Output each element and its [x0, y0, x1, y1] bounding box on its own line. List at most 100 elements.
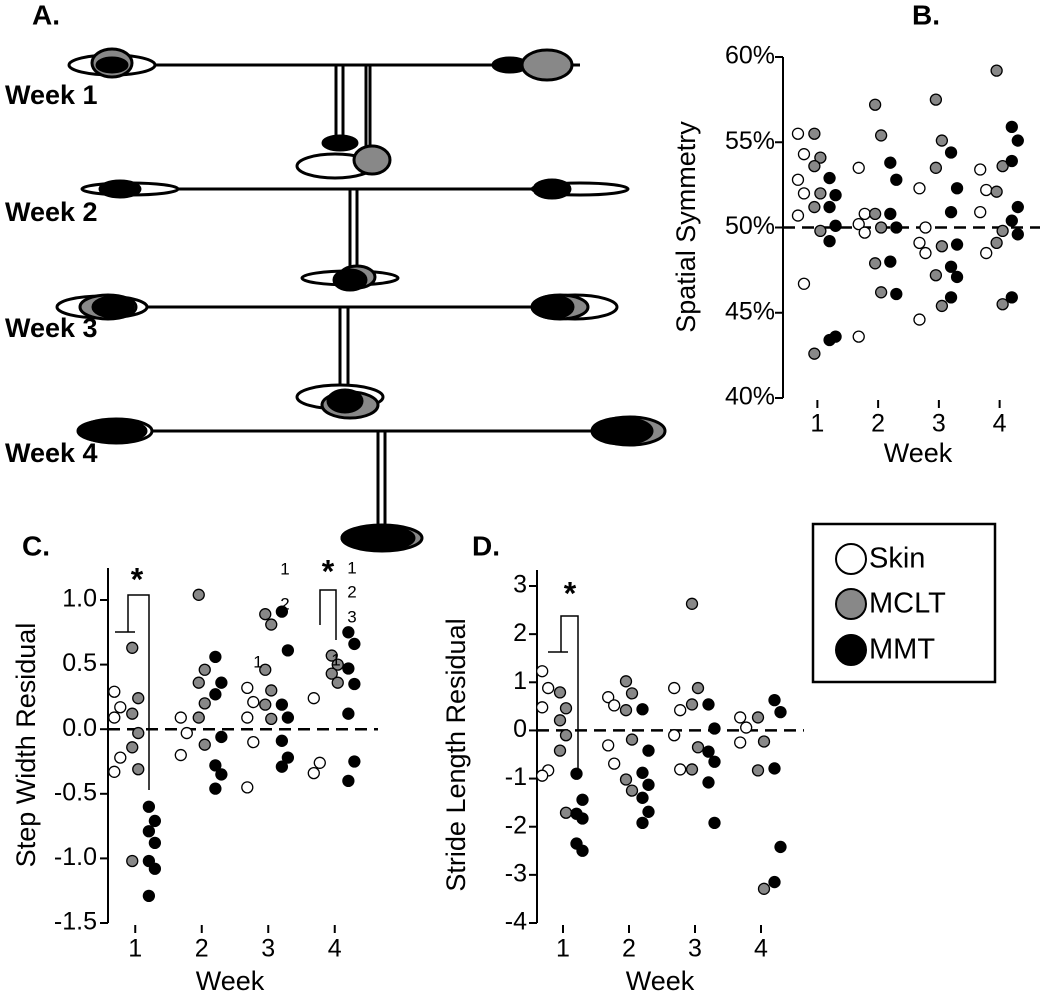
annotation: 1 — [253, 652, 262, 671]
data-point — [734, 736, 747, 749]
data-point — [757, 882, 771, 895]
y-tick-label: -1 — [505, 763, 527, 791]
data-point — [702, 745, 715, 758]
significance-bracket — [115, 594, 150, 790]
data-point — [192, 676, 205, 689]
data-point — [198, 663, 211, 676]
data-point — [625, 733, 639, 746]
y-tick-label: 55% — [725, 127, 775, 155]
data-point — [215, 676, 228, 689]
data-point — [691, 681, 705, 695]
week-label: Week 1 — [5, 80, 98, 110]
data-point — [823, 171, 836, 185]
annotation: 1 — [280, 559, 289, 578]
data-point — [980, 183, 993, 197]
annotation: 2 — [347, 582, 356, 601]
data-point — [774, 705, 787, 719]
data-point — [980, 246, 993, 260]
data-point — [868, 207, 882, 221]
data-point — [950, 238, 964, 251]
annotation: * — [564, 575, 577, 611]
data-point — [126, 707, 139, 720]
data-point — [874, 129, 888, 142]
legend-label: MMT — [869, 634, 935, 666]
y-axis-label: Stride Length Residual — [441, 618, 471, 891]
data-point — [325, 667, 338, 680]
data-point — [944, 260, 958, 273]
significance-bracket — [319, 589, 337, 640]
week-label: Week 3 — [5, 313, 98, 343]
data-point — [1005, 120, 1018, 134]
data-point — [774, 840, 787, 854]
data-point — [708, 755, 721, 768]
legend: Skin MCLT MMT — [811, 522, 997, 684]
data-point — [852, 161, 865, 174]
data-point — [751, 711, 765, 724]
data-point — [536, 665, 549, 678]
data-point — [868, 257, 882, 270]
data-point — [625, 784, 639, 797]
data-point — [342, 662, 355, 675]
y-tick-label: 50% — [725, 212, 775, 240]
data-point — [536, 701, 549, 714]
x-tick-label: 3 — [688, 935, 702, 963]
y-tick-label: 40% — [725, 383, 775, 411]
legend-label: MCLT — [869, 588, 946, 620]
x-tick-label: 1 — [810, 410, 824, 438]
data-point — [576, 793, 589, 806]
data-point — [325, 649, 338, 662]
data-point — [619, 704, 633, 717]
data-point — [890, 221, 903, 234]
data-point — [619, 675, 633, 688]
data-point — [608, 757, 621, 770]
y-tick-label: -1.5 — [54, 908, 97, 936]
y-axis-label: Step Width Residual — [11, 623, 41, 868]
data-point — [281, 644, 295, 657]
data-point — [751, 764, 765, 777]
data-point — [265, 684, 278, 697]
data-point — [542, 681, 555, 695]
annotation: * — [131, 561, 144, 597]
y-tick-label: -3 — [505, 859, 527, 887]
data-point — [823, 234, 836, 248]
data-point — [814, 151, 827, 164]
data-point — [313, 756, 326, 769]
data-point — [559, 806, 573, 819]
data-point — [241, 681, 254, 695]
data-point — [259, 608, 272, 621]
y-tick-label: 45% — [725, 297, 775, 325]
data-point — [642, 744, 655, 757]
data-point — [808, 200, 821, 214]
data-point — [148, 836, 162, 850]
data-point — [1005, 154, 1018, 168]
data-point — [198, 697, 211, 710]
data-point — [642, 778, 655, 791]
data-point — [602, 691, 615, 704]
data-point — [553, 714, 567, 727]
data-point — [974, 163, 987, 176]
data-point — [636, 816, 649, 830]
data-point — [674, 763, 687, 776]
data-point — [874, 221, 888, 234]
data-point — [559, 702, 573, 715]
data-point — [342, 626, 355, 639]
y-tick-label: 1 — [513, 667, 527, 695]
data-point — [142, 825, 156, 838]
data-point — [768, 693, 781, 707]
data-point — [180, 726, 193, 740]
data-point — [858, 207, 871, 221]
data-point — [913, 236, 926, 249]
x-tick-label: 2 — [871, 410, 885, 438]
y-tick-label: -0.5 — [54, 778, 97, 806]
data-point — [570, 767, 583, 780]
data-point — [619, 773, 633, 786]
data-point — [996, 224, 1009, 238]
data-point — [126, 641, 139, 654]
data-point — [852, 330, 865, 343]
annotation: 3 — [347, 607, 356, 626]
data-point — [668, 681, 681, 695]
data-point — [348, 677, 361, 691]
data-point — [247, 735, 260, 749]
y-tick-label: 0.0 — [62, 714, 97, 742]
